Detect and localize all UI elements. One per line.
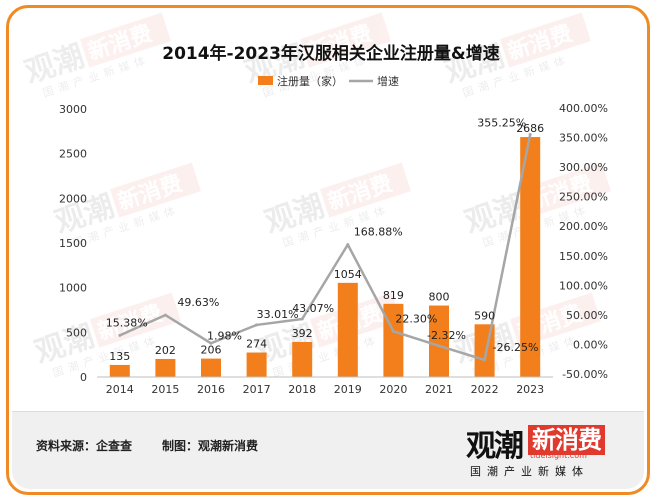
bar-value-label: 206 xyxy=(201,344,222,357)
x-tick-label: 2021 xyxy=(425,383,453,396)
left-tick-label: 500 xyxy=(66,326,87,339)
watermark-badge xyxy=(79,12,171,68)
left-tick-label: 2500 xyxy=(59,148,87,161)
footer-bar: 资料来源：企查查 制图：观潮新消费 观潮 新消费 tideisight.com … xyxy=(12,411,644,489)
growth-value-label: 49.63% xyxy=(177,296,219,309)
growth-point-2023 xyxy=(528,132,532,136)
growth-value-label: 355.25% xyxy=(477,116,526,129)
growth-value-label: 22.30% xyxy=(395,312,437,325)
bar-2021 xyxy=(429,305,449,377)
x-tick-label: 2017 xyxy=(243,383,271,396)
bar-value-label: 2686 xyxy=(516,122,544,135)
growth-point-2017 xyxy=(255,323,259,327)
line-data-labels: 15.38% 49.63% 1.98% 33.01%43.07% 168.88% 22.3… xyxy=(106,116,539,354)
growth-value-label: -2.32% xyxy=(427,329,466,342)
bar-value-label: 590 xyxy=(474,309,495,322)
x-tick-label: 2018 xyxy=(288,383,316,396)
bar-2017 xyxy=(246,352,267,377)
x-tick-label: 2016 xyxy=(197,383,225,396)
watermark-badge xyxy=(499,12,591,68)
right-tick-label: 0.00% xyxy=(573,338,608,351)
growth-point-2021 xyxy=(437,344,441,348)
right-tick-label: 350.00% xyxy=(559,132,608,145)
growth-value-label: 1.98% xyxy=(207,329,242,342)
growth-point-2016 xyxy=(209,341,213,345)
growth-point-2019 xyxy=(346,243,350,247)
x-tick-label: 2023 xyxy=(516,383,544,396)
right-tick-label: 400.00% xyxy=(559,102,608,115)
bar-value-label: 1054 xyxy=(334,268,362,281)
growth-value-label: 168.88% xyxy=(354,226,403,239)
bar-2015 xyxy=(155,358,176,377)
bar-data-labels: 135 202 206 274 392 1054 819 800 590 2686 xyxy=(109,122,544,363)
right-axis: -50.00% 0.00% 50.00% 100.00% 150.00% 200.00% 2… xyxy=(559,102,608,381)
chart-title: 2014年-2023年汉服相关企业注册量&增速 xyxy=(162,43,500,64)
logo-name-part1: 观潮 xyxy=(466,429,524,464)
brand-logo: 观潮 新消费 tideisight.com 国潮产业新媒体 xyxy=(466,421,626,481)
watermark-badge xyxy=(109,162,201,218)
bar-2019 xyxy=(337,282,358,377)
left-tick-label: 2000 xyxy=(59,192,87,205)
growth-value-label: -26.25% xyxy=(493,341,539,354)
left-tick-label: 3000 xyxy=(59,103,87,116)
watermark-badge xyxy=(299,12,391,68)
growth-point-2014 xyxy=(118,333,122,337)
bar-value-label: 392 xyxy=(292,327,313,340)
bar-2022 xyxy=(474,324,495,377)
legend-label-growth: 增速 xyxy=(377,74,399,88)
right-tick-label: 300.00% xyxy=(559,161,608,174)
left-tick-label: 1500 xyxy=(59,237,87,250)
left-axis: 0 500 1000 1500 2000 2500 3000 xyxy=(59,103,87,384)
right-tick-label: 100.00% xyxy=(559,279,608,292)
growth-point-2020 xyxy=(391,329,395,333)
left-tick-label: 1000 xyxy=(59,282,87,295)
line-series xyxy=(118,132,532,362)
bar-value-label: 135 xyxy=(109,350,130,363)
right-tick-label: 250.00% xyxy=(559,191,608,204)
right-tick-label: 150.00% xyxy=(559,250,608,263)
x-tick-label: 2015 xyxy=(151,383,179,396)
logo-url: tideisight.com xyxy=(530,451,587,460)
growth-value-label: 43.07% xyxy=(292,302,334,315)
bar-value-label: 202 xyxy=(155,344,176,357)
growth-polyline xyxy=(119,134,532,362)
right-tick-label: -50.00% xyxy=(562,368,608,381)
bar-2014 xyxy=(109,364,130,377)
growth-point-2022 xyxy=(483,358,487,362)
x-tick-label: 2022 xyxy=(471,383,499,396)
watermark-badge xyxy=(89,292,181,348)
growth-value-label: 15.38% xyxy=(106,316,148,329)
x-tick-label: 2020 xyxy=(379,383,407,396)
right-tick-label: 200.00% xyxy=(559,220,608,233)
chart-frame: 观潮 新消费 国潮产业新媒体 观潮 新消费 国潮产业新媒体 观潮 新消费 国潮产业新媒体 观潮 新消… xyxy=(6,5,650,495)
footer-divider xyxy=(12,411,644,412)
growth-point-2018 xyxy=(300,317,304,321)
source-note: 资料来源：企查查 xyxy=(36,439,133,453)
watermark-badge xyxy=(519,162,611,218)
made-by-note: 制图：观潮新消费 xyxy=(162,439,259,453)
bar-value-label: 819 xyxy=(383,289,404,302)
legend-swatch-bar xyxy=(258,76,273,85)
legend-label-registrations: 注册量（家） xyxy=(277,74,343,88)
growth-value-label: 33.01% xyxy=(257,308,299,321)
right-tick-label: 50.00% xyxy=(566,309,608,322)
bar-value-label: 274 xyxy=(246,338,267,351)
chart-legend: 注册量（家） 增速 xyxy=(258,74,399,88)
left-tick-label: 0 xyxy=(80,371,87,384)
bar-2016 xyxy=(201,358,221,377)
growth-point-2015 xyxy=(163,313,167,317)
x-axis: 2014 2015 2016 2017 2018 2019 2020 2021 2022 2023 xyxy=(97,376,553,396)
logo-tagline: 国潮产业新媒体 xyxy=(470,465,589,478)
logo-name-part2: 新消费 xyxy=(528,425,605,455)
watermark-badge xyxy=(319,162,411,218)
x-tick-label: 2014 xyxy=(106,383,134,396)
bar-2018 xyxy=(292,341,313,377)
bar-2023 xyxy=(520,137,541,377)
bar-value-label: 800 xyxy=(429,291,450,304)
x-tick-label: 2019 xyxy=(334,383,362,396)
